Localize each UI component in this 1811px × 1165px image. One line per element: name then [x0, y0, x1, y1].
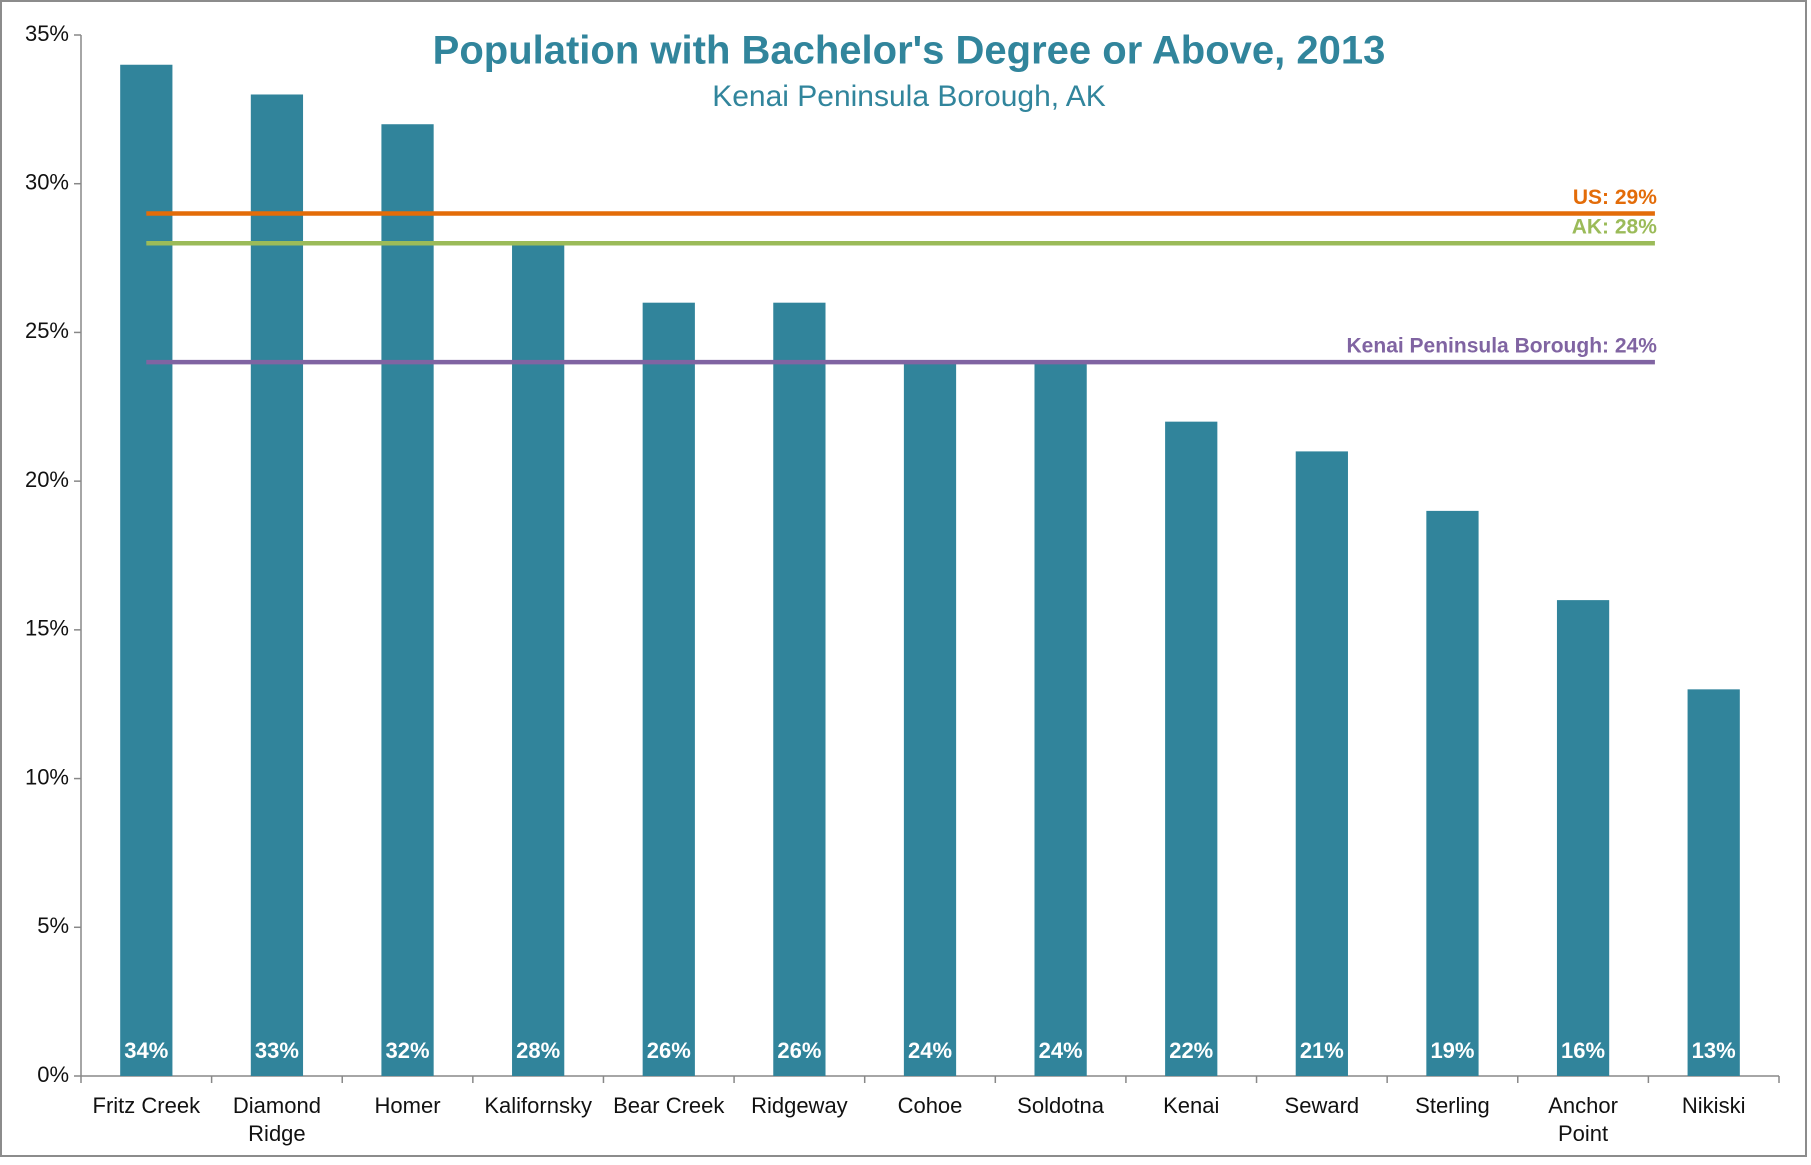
- bar: [512, 243, 565, 1076]
- x-tick-label-line: Anchor: [1548, 1093, 1618, 1118]
- value-label: 24%: [908, 1038, 952, 1063]
- y-tick-label: 25%: [25, 318, 69, 343]
- bar: [1426, 510, 1479, 1076]
- value-label: 26%: [647, 1038, 691, 1063]
- bar: [1295, 451, 1348, 1076]
- bar: [1556, 600, 1610, 1076]
- x-tick-label: Soldotna: [1017, 1093, 1105, 1118]
- value-label: 26%: [777, 1038, 821, 1063]
- value-label: 33%: [255, 1038, 299, 1063]
- y-tick-label: 20%: [25, 467, 69, 492]
- value-label: 24%: [1039, 1038, 1083, 1063]
- bar: [903, 362, 957, 1077]
- bar: [120, 64, 173, 1076]
- x-tick-label: Cohoe: [898, 1093, 963, 1118]
- value-label: 34%: [124, 1038, 168, 1063]
- bar: [250, 94, 304, 1076]
- bar: [642, 302, 695, 1077]
- value-label: 16%: [1561, 1038, 1605, 1063]
- chart-title: Population with Bachelor's Degree or Abo…: [433, 29, 1386, 73]
- y-tick-label: 35%: [25, 21, 69, 46]
- value-label: 21%: [1300, 1038, 1344, 1063]
- value-label: 13%: [1692, 1038, 1736, 1063]
- y-tick-label: 0%: [37, 1062, 69, 1087]
- x-tick-label-line: Point: [1558, 1121, 1608, 1146]
- x-tick-label: Anchor Point: [1548, 1093, 1618, 1146]
- value-label: 32%: [386, 1038, 430, 1063]
- value-label: 22%: [1169, 1038, 1213, 1063]
- reference-label: US: 29%: [1573, 186, 1657, 209]
- bar: [1687, 689, 1740, 1076]
- y-tick-label: 30%: [25, 170, 69, 195]
- x-tick-label: Diamond Ridge: [233, 1093, 321, 1146]
- bar: [381, 124, 434, 1076]
- x-tick-label: Kenai: [1163, 1093, 1219, 1118]
- x-tick-label-line: Ridge: [248, 1121, 305, 1146]
- bar: [1034, 362, 1087, 1077]
- x-tick-label: Nikiski: [1682, 1093, 1746, 1118]
- x-tick-label: Fritz Creek: [93, 1093, 202, 1118]
- value-label: 28%: [516, 1038, 560, 1063]
- x-tick-label: Sterling: [1415, 1093, 1490, 1118]
- reference-label: AK: 28%: [1572, 216, 1658, 239]
- chart-subtitle: Kenai Peninsula Borough, AK: [712, 80, 1106, 113]
- y-tick-label: 10%: [25, 764, 69, 789]
- x-tick-label: Ridgeway: [751, 1093, 848, 1118]
- reference-label: Kenai Peninsula Borough: 24%: [1347, 335, 1658, 358]
- bar: [773, 302, 826, 1077]
- y-tick-label: 15%: [25, 616, 69, 641]
- x-tick-label: Homer: [375, 1093, 441, 1118]
- value-label: 19%: [1430, 1038, 1474, 1063]
- bar: [1165, 421, 1218, 1077]
- x-tick-label: Kalifornsky: [484, 1093, 592, 1118]
- x-tick-label: Bear Creek: [613, 1093, 725, 1118]
- x-tick-label: Seward: [1285, 1093, 1360, 1118]
- y-tick-label: 5%: [37, 913, 69, 938]
- x-tick-label-line: Diamond: [233, 1093, 321, 1118]
